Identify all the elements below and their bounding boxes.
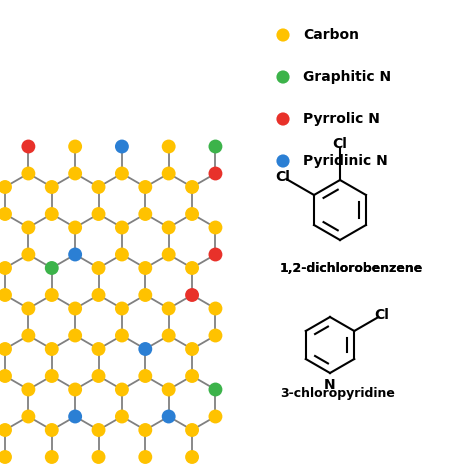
Point [95, 426, 102, 434]
Text: Cl: Cl [275, 170, 290, 184]
Point [142, 426, 149, 434]
Point [1, 453, 9, 461]
Point [48, 372, 55, 380]
Point [25, 413, 32, 420]
Point [212, 332, 219, 339]
Point [142, 291, 149, 299]
Point [118, 305, 126, 312]
Point [95, 453, 102, 461]
Point [118, 386, 126, 393]
Point [188, 426, 196, 434]
Point [212, 251, 219, 258]
Point [72, 386, 79, 393]
Text: Cl: Cl [374, 308, 390, 322]
Point [118, 224, 126, 231]
Text: 1,2-dichlorobenzene: 1,2-dichlorobenzene [280, 262, 423, 275]
Point [72, 143, 79, 150]
Point [95, 372, 102, 380]
Point [279, 115, 287, 123]
Point [188, 183, 196, 191]
Point [188, 372, 196, 380]
Point [25, 386, 32, 393]
Point [72, 413, 79, 420]
Point [279, 31, 287, 39]
Point [118, 332, 126, 339]
Point [118, 143, 126, 150]
Point [212, 386, 219, 393]
Point [1, 372, 9, 380]
Point [165, 386, 173, 393]
Point [118, 170, 126, 177]
Point [165, 224, 173, 231]
Point [48, 210, 55, 218]
Point [1, 291, 9, 299]
Point [72, 332, 79, 339]
Text: Pyridinic N: Pyridinic N [303, 154, 388, 168]
Point [188, 210, 196, 218]
Point [48, 426, 55, 434]
Point [212, 170, 219, 177]
Point [25, 332, 32, 339]
Point [95, 183, 102, 191]
Text: Pyrrolic N: Pyrrolic N [303, 112, 380, 126]
Point [25, 305, 32, 312]
Point [165, 170, 173, 177]
Point [142, 264, 149, 272]
Point [72, 251, 79, 258]
Point [165, 413, 173, 420]
Point [165, 251, 173, 258]
Point [279, 73, 287, 81]
Point [188, 264, 196, 272]
Point [188, 345, 196, 353]
Point [1, 426, 9, 434]
Point [142, 372, 149, 380]
Point [165, 332, 173, 339]
Point [212, 305, 219, 312]
Point [118, 413, 126, 420]
Text: Graphitic N: Graphitic N [303, 70, 391, 84]
Point [1, 264, 9, 272]
Point [48, 183, 55, 191]
Point [48, 345, 55, 353]
Point [25, 143, 32, 150]
Point [48, 264, 55, 272]
Point [25, 224, 32, 231]
Point [142, 183, 149, 191]
Point [188, 453, 196, 461]
Point [118, 251, 126, 258]
Text: 3-chloropyridine: 3-chloropyridine [280, 387, 395, 400]
Point [1, 183, 9, 191]
Point [212, 413, 219, 420]
Point [95, 291, 102, 299]
Point [25, 170, 32, 177]
Point [212, 224, 219, 231]
Point [1, 345, 9, 353]
Point [188, 291, 196, 299]
Point [1, 210, 9, 218]
Point [165, 143, 173, 150]
Point [72, 305, 79, 312]
Point [95, 345, 102, 353]
Point [279, 157, 287, 165]
Point [25, 251, 32, 258]
Text: 1,2-dichlorobenzene: 1,2-dichlorobenzene [280, 262, 423, 275]
Text: Cl: Cl [333, 137, 347, 151]
Point [212, 143, 219, 150]
Text: N: N [324, 378, 336, 392]
Point [72, 224, 79, 231]
Point [48, 453, 55, 461]
Point [95, 264, 102, 272]
Point [165, 305, 173, 312]
Point [142, 210, 149, 218]
Point [95, 210, 102, 218]
Point [72, 170, 79, 177]
Point [142, 345, 149, 353]
Point [48, 291, 55, 299]
Text: Carbon: Carbon [303, 28, 359, 42]
Point [142, 453, 149, 461]
